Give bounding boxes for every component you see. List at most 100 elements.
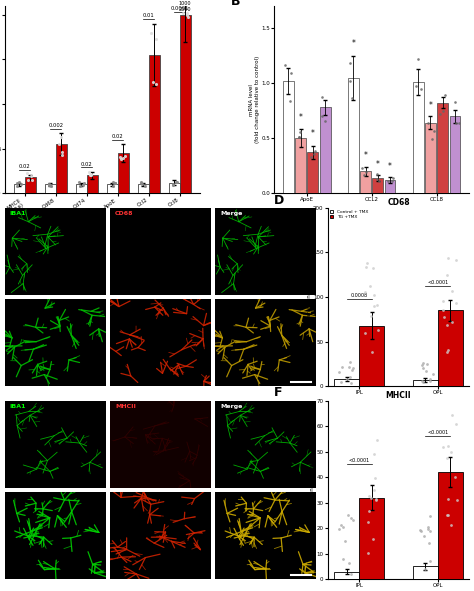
Bar bbox=[373, 178, 383, 193]
Text: 0.02: 0.02 bbox=[81, 161, 93, 167]
Point bbox=[14, 181, 21, 191]
Point bbox=[384, 177, 392, 186]
Point bbox=[46, 180, 53, 190]
Point bbox=[345, 362, 353, 372]
Bar bbox=[412, 380, 438, 387]
Point bbox=[430, 126, 438, 136]
Point bbox=[348, 93, 356, 102]
Point bbox=[183, 8, 191, 18]
Text: MHCII: MHCII bbox=[115, 404, 136, 409]
Text: D: D bbox=[274, 193, 284, 206]
Bar bbox=[334, 379, 359, 387]
Bar bbox=[107, 184, 118, 193]
Point bbox=[452, 118, 460, 127]
Point bbox=[388, 177, 395, 186]
Point bbox=[363, 258, 371, 268]
Point bbox=[389, 173, 397, 183]
Point bbox=[57, 132, 65, 142]
Point bbox=[349, 516, 356, 525]
Text: 0.002: 0.002 bbox=[48, 123, 64, 128]
Point bbox=[444, 441, 452, 451]
Point bbox=[453, 495, 461, 504]
Bar bbox=[118, 153, 128, 193]
Bar bbox=[450, 116, 460, 193]
Point bbox=[370, 486, 378, 495]
Text: *: * bbox=[376, 160, 380, 169]
Point bbox=[424, 522, 431, 532]
Y-axis label: mRNA level
(fold change relative to control): mRNA level (fold change relative to cont… bbox=[249, 56, 260, 143]
Point bbox=[152, 80, 160, 89]
Point bbox=[27, 171, 35, 180]
Point bbox=[338, 362, 346, 371]
Point bbox=[437, 109, 444, 119]
Point bbox=[444, 254, 451, 263]
Point bbox=[371, 473, 378, 483]
Bar bbox=[320, 108, 330, 193]
Text: *: * bbox=[364, 151, 367, 160]
Point bbox=[318, 92, 326, 102]
Title: MHCII: MHCII bbox=[386, 391, 411, 400]
Point bbox=[349, 363, 357, 372]
Text: *: * bbox=[311, 129, 315, 138]
Point bbox=[337, 377, 345, 387]
Point bbox=[46, 181, 54, 190]
Point bbox=[79, 180, 86, 189]
Point bbox=[444, 271, 451, 280]
Point bbox=[439, 297, 447, 306]
Point bbox=[295, 132, 302, 142]
Point bbox=[447, 447, 455, 456]
Point bbox=[423, 359, 430, 369]
Point bbox=[412, 82, 419, 91]
Point bbox=[418, 360, 426, 369]
Point bbox=[370, 301, 377, 311]
Point bbox=[341, 536, 348, 545]
Text: 0.0008: 0.0008 bbox=[351, 293, 368, 298]
Point bbox=[172, 177, 180, 187]
Point bbox=[169, 178, 177, 188]
Point bbox=[427, 374, 434, 384]
Bar bbox=[87, 176, 98, 193]
Point bbox=[443, 510, 451, 519]
Point bbox=[152, 34, 159, 44]
Point bbox=[347, 569, 355, 579]
Bar bbox=[180, 15, 191, 193]
Point bbox=[370, 290, 378, 300]
Point bbox=[296, 132, 303, 142]
Bar bbox=[45, 184, 56, 193]
Point bbox=[347, 514, 355, 523]
Point bbox=[321, 116, 328, 126]
Point bbox=[58, 148, 66, 157]
Point bbox=[375, 176, 383, 186]
Point bbox=[419, 359, 427, 368]
Point bbox=[336, 524, 343, 534]
Point bbox=[448, 411, 456, 420]
Point bbox=[24, 168, 31, 178]
Bar bbox=[359, 326, 384, 387]
Bar bbox=[425, 123, 436, 193]
Point bbox=[344, 510, 352, 519]
Point bbox=[439, 306, 447, 315]
Point bbox=[372, 495, 380, 505]
Point bbox=[440, 312, 447, 322]
Bar bbox=[25, 177, 36, 193]
Point bbox=[455, 118, 462, 128]
Point bbox=[75, 178, 82, 187]
Point bbox=[374, 436, 381, 445]
Point bbox=[365, 548, 372, 557]
Point bbox=[426, 511, 433, 521]
Point bbox=[374, 170, 381, 179]
Point bbox=[453, 255, 460, 264]
Point bbox=[339, 522, 347, 532]
Y-axis label: TG + TMX: TG + TMX bbox=[0, 329, 2, 356]
Point bbox=[369, 534, 376, 543]
Point bbox=[419, 363, 427, 372]
Point bbox=[28, 175, 36, 184]
Bar bbox=[334, 571, 359, 579]
Text: CD68: CD68 bbox=[115, 212, 134, 216]
Point bbox=[339, 554, 346, 564]
Bar bbox=[348, 77, 359, 193]
Point bbox=[111, 178, 119, 188]
Text: <0.0001: <0.0001 bbox=[427, 430, 448, 435]
Point bbox=[414, 54, 421, 63]
Point bbox=[109, 178, 117, 187]
